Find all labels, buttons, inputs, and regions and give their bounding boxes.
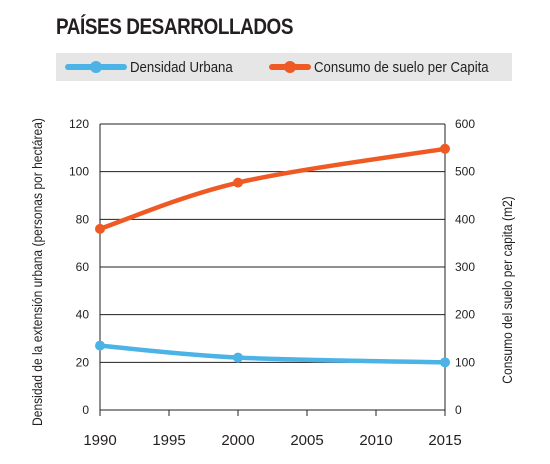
legend: Densidad Urbana Consumo de suelo per Cap… <box>56 53 512 81</box>
x-tick-label: 2015 <box>428 432 461 449</box>
y-tick-left: 120 <box>69 117 89 131</box>
y-tick-right: 200 <box>455 308 475 322</box>
y-tick-left: 100 <box>69 165 89 179</box>
legend-item-densidad: Densidad Urbana <box>64 53 247 81</box>
y-tick-left: 0 <box>82 403 89 417</box>
x-axis-ticks: 1990 1995 2000 2005 2010 2015 <box>83 410 462 449</box>
y-tick-right: 500 <box>455 165 475 179</box>
y-tick-left: 20 <box>76 355 90 369</box>
data-point-consumo <box>233 177 243 188</box>
x-tick-label: 2000 <box>221 432 254 449</box>
data-point-consumo <box>95 223 105 234</box>
legend-label-densidad: Densidad Urbana <box>130 58 233 76</box>
data-point-densidad <box>233 352 243 363</box>
y-tick-left: 60 <box>76 260 90 274</box>
y-tick-right: 100 <box>455 355 475 369</box>
y-axis-label-left: Densidad de la extensión urbana (persona… <box>29 118 46 426</box>
legend-swatch-consumo <box>269 61 311 73</box>
data-point-densidad <box>440 357 450 368</box>
y-tick-left: 80 <box>76 212 90 226</box>
x-tick-label: 2010 <box>359 432 392 449</box>
series-group <box>95 143 450 368</box>
y-tick-left: 40 <box>76 308 90 322</box>
legend-label-consumo: Consumo de suelo per Capita <box>314 58 489 76</box>
legend-item-consumo: Consumo de suelo per Capita <box>268 53 512 81</box>
chart-title: PAÍSES DESARROLLADOS <box>56 14 294 39</box>
x-tick-label: 1990 <box>83 432 116 449</box>
y-tick-right: 300 <box>455 260 475 274</box>
series-line-densidad <box>97 343 448 365</box>
data-point-densidad <box>95 340 105 351</box>
series-line-consumo <box>97 146 448 232</box>
x-tick-label: 2005 <box>290 432 323 449</box>
y-tick-right: 600 <box>455 117 475 131</box>
legend-swatch-densidad <box>65 61 127 73</box>
grid <box>99 123 446 411</box>
y-axis-label-right: Consumo del suelo per capita (m2) <box>498 196 515 384</box>
data-point-consumo <box>440 143 450 154</box>
left-axis-ticks: 0 20 40 60 80 100 120 <box>69 117 89 417</box>
right-axis-ticks: 0 100 200 300 400 500 600 <box>455 117 475 417</box>
y-tick-right: 0 <box>455 403 462 417</box>
x-tick-label: 1995 <box>152 432 185 449</box>
y-tick-right: 400 <box>455 212 475 226</box>
